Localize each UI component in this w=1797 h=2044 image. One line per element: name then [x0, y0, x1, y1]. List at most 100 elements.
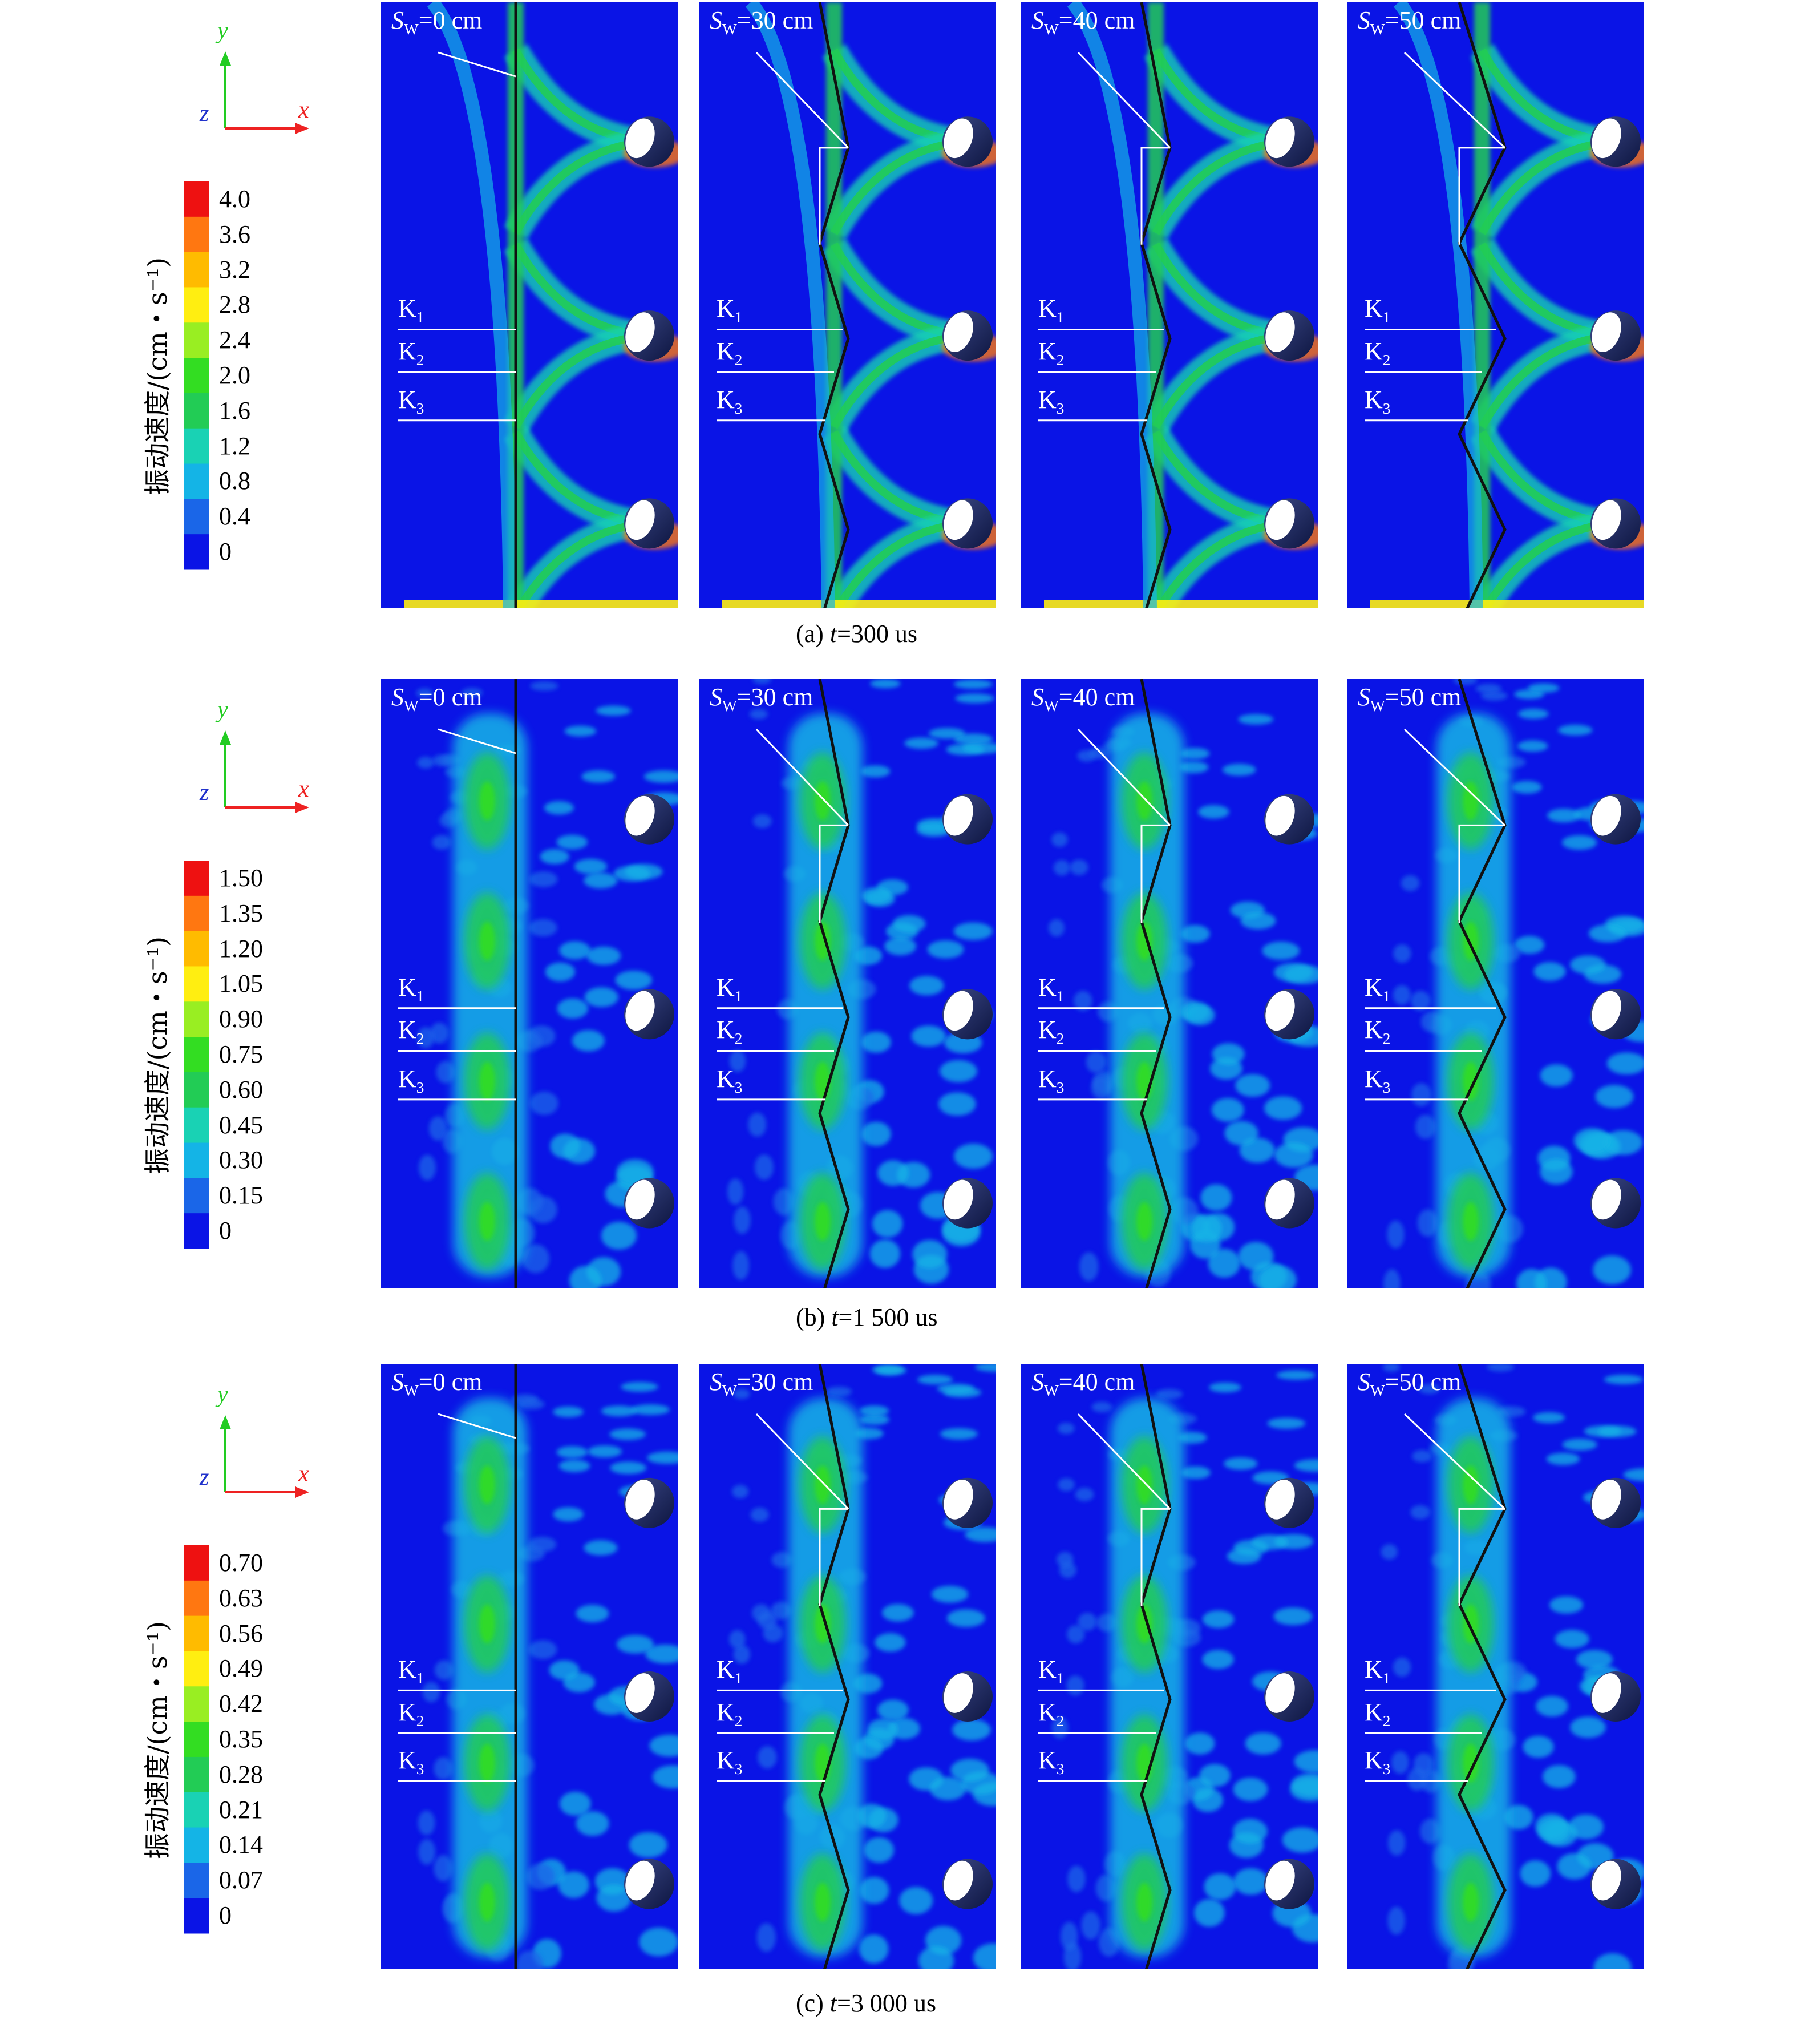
k-subscript: 1	[1056, 1670, 1065, 1687]
contour-panel-3-3	[1021, 1364, 1318, 1969]
k-letter: K	[717, 337, 735, 365]
boundary-strip	[722, 600, 996, 608]
sw-subscript: W	[1370, 1381, 1385, 1399]
blast-hole	[1264, 1859, 1314, 1909]
k-label-3: K3	[717, 385, 742, 418]
noise-blob	[727, 1178, 744, 1205]
noise-blob	[1224, 1121, 1258, 1146]
sw-equals: =	[736, 6, 751, 34]
noise-blob	[1185, 1732, 1215, 1755]
x-axis-label: x	[298, 96, 309, 124]
tick-text: 0.8	[219, 467, 250, 495]
colorbar-segment	[184, 393, 209, 429]
noise-blob	[1381, 1544, 1398, 1560]
noise-blob	[576, 1605, 609, 1623]
tick-text: 0.60	[219, 1075, 263, 1104]
sw-value: 40 cm	[1072, 683, 1135, 711]
sw-symbol: S	[1031, 1368, 1044, 1396]
k-label-1: K1	[398, 294, 424, 326]
sw-leader-line	[755, 1413, 849, 1510]
tick-text: 1.2	[219, 431, 250, 460]
sw-value: 30 cm	[751, 6, 813, 34]
caption-text: =3 000 us	[837, 1989, 937, 2017]
noise-blob	[732, 1485, 749, 1498]
boundary-strip	[404, 600, 678, 608]
colorbar-segment	[184, 1107, 209, 1144]
noise-blob	[1051, 832, 1068, 847]
sw-leader-line	[1403, 51, 1506, 148]
outer-wave	[427, 2, 517, 608]
k-label-3: K3	[1365, 385, 1390, 418]
sw-value: 50 cm	[1399, 683, 1462, 711]
tick-text: 0.14	[219, 1831, 263, 1859]
colorbar-tick-label: 0.75	[219, 1040, 263, 1069]
colorbar-segment	[184, 1580, 209, 1617]
blast-hole	[1590, 1178, 1641, 1229]
blast-hole	[1590, 498, 1641, 549]
noise-blob	[1504, 1805, 1533, 1830]
noise-blob	[1238, 1242, 1274, 1271]
k-label-3: K3	[717, 1064, 742, 1097]
sw-bracket	[1458, 147, 1505, 245]
noise-blob	[512, 1394, 539, 1405]
noise-blob	[1391, 1751, 1409, 1774]
contour-panel-1-2	[699, 2, 996, 608]
blast-hole	[942, 989, 993, 1040]
noise-blob	[544, 801, 574, 815]
noise-blob	[1240, 912, 1276, 930]
noise-blob	[1593, 1255, 1631, 1284]
colorbar-segment	[184, 1072, 209, 1108]
tick-text: 2.8	[219, 290, 250, 319]
response-core	[1463, 781, 1479, 821]
response-core	[1463, 1202, 1479, 1241]
k-subscript: 1	[416, 987, 424, 1005]
sw-symbol: S	[1358, 6, 1370, 34]
noise-blob	[1383, 1364, 1400, 1372]
noise-blob	[931, 1586, 969, 1603]
noise-blob	[758, 1611, 777, 1630]
noise-blob	[550, 1133, 581, 1159]
response-core	[1136, 1883, 1152, 1922]
panel-background	[1021, 2, 1318, 608]
colorbar-segment	[184, 1037, 209, 1073]
colorbar-tick-label: 0.4	[219, 502, 250, 531]
noise-blob	[545, 962, 576, 981]
noise-blob	[1267, 1417, 1306, 1429]
colorbar-tick-label: 0.35	[219, 1724, 263, 1754]
noise-blob	[428, 1116, 447, 1141]
colorbar-segment	[184, 1178, 209, 1214]
noise-blob	[1393, 985, 1411, 1005]
noise-blob	[732, 1251, 750, 1280]
noise-blob	[609, 1428, 646, 1440]
noise-blob	[613, 866, 651, 882]
tick-text: 0.90	[219, 1005, 263, 1033]
colorbar-tick-label: 4.0	[219, 184, 250, 213]
k-letter: K	[398, 1746, 416, 1775]
y-letter: y	[217, 18, 228, 44]
k-letter: K	[1038, 337, 1057, 365]
sw-subscript: W	[1370, 20, 1385, 38]
colorbar-tick-label: 0.70	[219, 1548, 263, 1577]
noise-blob	[645, 1644, 678, 1664]
sw-value: 30 cm	[751, 683, 813, 711]
colorbar-tick-label: 1.6	[219, 396, 250, 425]
k-label-1: K1	[717, 1655, 742, 1687]
k-subscript: 1	[734, 309, 743, 326]
blast-hole	[942, 794, 993, 845]
noise-blob	[929, 1776, 966, 1801]
noise-blob	[1401, 875, 1420, 891]
sw-label: SW=50 cm	[1358, 6, 1461, 38]
noise-blob	[553, 1406, 584, 1417]
k-letter: K	[717, 1698, 735, 1726]
sw-symbol: S	[391, 683, 404, 711]
noise-blob	[1202, 1610, 1235, 1629]
k-letter: K	[1365, 337, 1383, 365]
sw-label: SW=30 cm	[710, 682, 813, 715]
colorbar-title: 振动速度/(cm・s⁻¹)	[137, 936, 175, 1174]
noise-blob	[893, 915, 926, 933]
noise-blob	[1238, 714, 1274, 725]
k-letter: K	[398, 385, 416, 414]
blast-hole	[1264, 498, 1314, 549]
colorbar-tick-label: 0	[219, 537, 232, 566]
figure-row-2	[184, 679, 1644, 1288]
